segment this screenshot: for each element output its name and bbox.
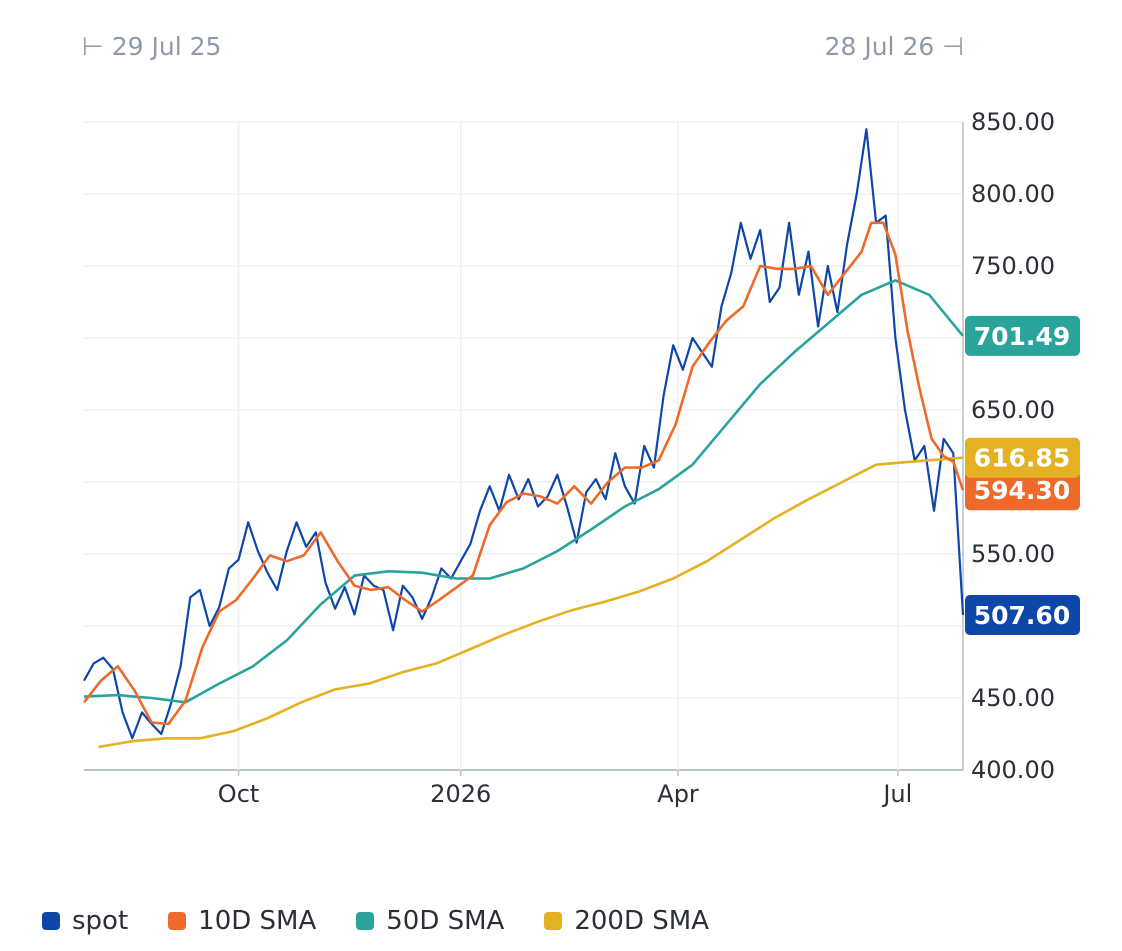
badge-value: 701.49: [974, 322, 1070, 351]
badge-value: 594.30: [974, 476, 1070, 505]
grid-lines: [84, 121, 964, 771]
legend-item[interactable]: 50D SMA: [356, 906, 504, 936]
x-tick-label: Jul: [881, 780, 912, 808]
badge-value: 507.60: [974, 601, 1070, 630]
y-tick-label: 750.00: [971, 252, 1055, 280]
range-start-text: 29 Jul 25: [111, 32, 222, 61]
x-axis-ticks: Oct 2026 Apr Jul: [218, 770, 912, 808]
series-line-spot: [83, 128, 965, 740]
series-line-50d-sma: [83, 279, 965, 704]
legend-label: 10D SMA: [198, 906, 317, 936]
series-line-10d-sma: [82, 221, 965, 726]
y-tick-label: 550.00: [971, 540, 1055, 568]
legend-label: 200D SMA: [574, 906, 709, 936]
legend-item[interactable]: spot: [42, 906, 128, 936]
y-tick-label: 850.00: [971, 108, 1055, 136]
last-value-badge: 507.60: [965, 595, 1080, 636]
last-value-badge: 701.49: [965, 315, 1080, 356]
range-start-label: ⊢ 29 Jul 25: [82, 32, 221, 61]
legend-swatch: [168, 912, 187, 930]
legend-swatch: [42, 912, 60, 930]
series-lines: [82, 128, 965, 749]
badge-bg: [965, 595, 1080, 636]
price-chart: Oct 2026 Apr Jul 400.00 450.00 550.00 650.00 75…: [82, 108, 1080, 808]
legend-swatch: [356, 912, 375, 930]
series-line-200d-sma: [98, 456, 964, 749]
y-axis-labels: 400.00 450.00 550.00 650.00 750.00 800.00 850.…: [971, 108, 1055, 784]
legend-item[interactable]: 200D SMA: [544, 906, 709, 936]
badge-bg: [965, 470, 1080, 511]
y-tick-label: 800.00: [971, 180, 1055, 208]
range-end-marker-icon: ⊣: [942, 32, 964, 61]
x-tick-label: 2026: [430, 780, 491, 808]
range-end-text: 28 Jul 26: [824, 32, 935, 61]
legend-label: 50D SMA: [386, 906, 505, 936]
legend: spot 10D SMA 50D SMA 200D SMA: [42, 906, 709, 936]
legend-label: spot: [72, 906, 129, 936]
y-tick-label: 650.00: [971, 396, 1055, 424]
x-tick-label: Apr: [657, 780, 699, 808]
last-value-badge: 594.30: [965, 470, 1080, 511]
badge-bg: [965, 315, 1080, 356]
last-value-badge: 616.85: [965, 437, 1080, 478]
x-tick-label: Oct: [218, 780, 260, 808]
y-tick-label: 450.00: [971, 684, 1055, 712]
last-value-badges: 507.60 594.30 701.49 616.85: [965, 315, 1080, 636]
range-end-label: 28 Jul 26 ⊣: [825, 32, 964, 61]
range-start-marker-icon: ⊢: [82, 32, 104, 61]
legend-item[interactable]: 10D SMA: [168, 906, 316, 936]
y-tick-label: 400.00: [971, 756, 1055, 784]
badge-value: 616.85: [974, 444, 1070, 473]
legend-swatch: [544, 912, 563, 930]
badge-bg: [965, 437, 1080, 478]
